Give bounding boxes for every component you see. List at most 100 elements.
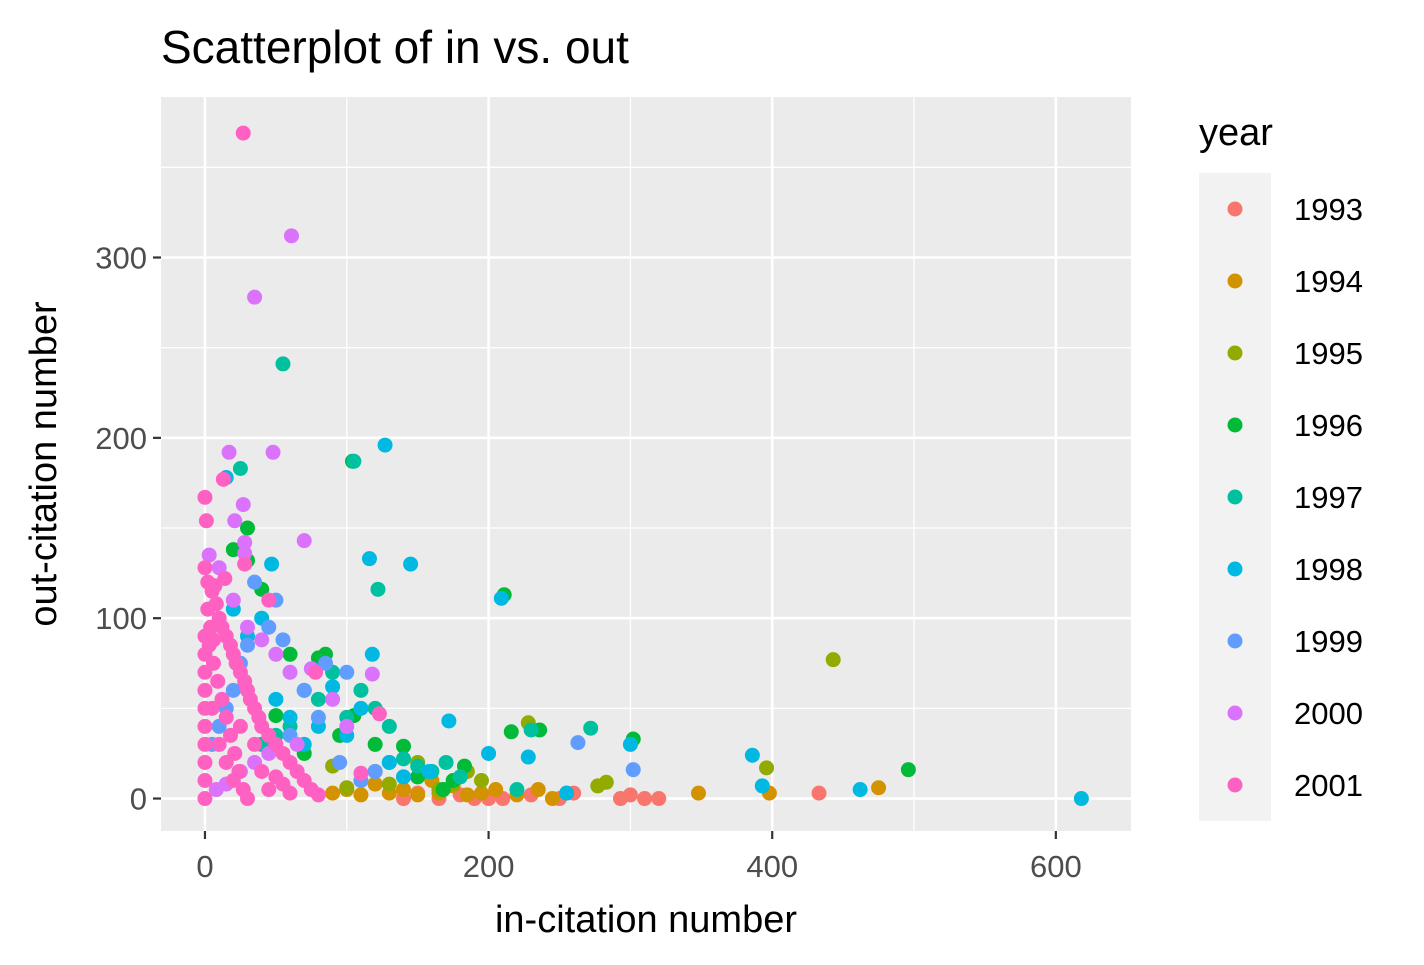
data-point (282, 646, 298, 662)
data-point (197, 682, 213, 698)
legend-label: 1996 (1294, 408, 1363, 443)
data-point (261, 782, 277, 798)
data-point (247, 289, 263, 305)
legend-key (1227, 705, 1243, 721)
data-point (367, 776, 383, 792)
data-point (559, 785, 575, 801)
data-point (509, 782, 525, 798)
legend-key (1227, 777, 1243, 793)
data-point (396, 782, 411, 798)
data-point (410, 769, 426, 785)
legend-key (1227, 417, 1243, 433)
data-point (759, 760, 775, 776)
data-point (381, 718, 397, 734)
data-point (225, 542, 241, 558)
data-point (612, 791, 628, 807)
data-point (198, 513, 214, 529)
data-point (381, 754, 397, 770)
legend-key (1227, 561, 1243, 577)
legend-label: 1993 (1294, 192, 1363, 227)
data-point (197, 754, 213, 770)
x-tick-label: 200 (463, 849, 515, 884)
data-point (367, 736, 383, 752)
data-point (339, 718, 355, 734)
data-point (410, 787, 426, 803)
data-point (396, 769, 411, 785)
y-tick-label: 100 (95, 601, 147, 636)
data-point (268, 708, 284, 724)
data-point (235, 497, 251, 513)
data-point (214, 691, 230, 707)
data-point (237, 534, 253, 550)
legend: year 1993 1994 1995 1996 1997 1998 1999 2000 200… (1199, 112, 1363, 821)
data-point (590, 778, 606, 794)
data-point (197, 736, 213, 752)
data-point (364, 646, 380, 662)
data-point (754, 778, 770, 794)
legend-items: 1993 1994 1995 1996 1997 1998 1999 2000 2001 (1227, 192, 1363, 803)
x-tick-label: 400 (746, 849, 798, 884)
data-point (218, 754, 234, 770)
data-point (523, 722, 539, 738)
data-point (900, 762, 916, 778)
data-point (403, 556, 419, 572)
x-tick-label: 0 (196, 849, 213, 884)
data-point (346, 453, 362, 469)
data-point (235, 125, 251, 141)
data-point (201, 547, 217, 563)
y-tick-label: 200 (95, 421, 147, 456)
data-point (261, 592, 277, 608)
data-point (332, 754, 348, 770)
data-point (264, 556, 280, 572)
data-point (421, 763, 437, 779)
data-point (232, 718, 248, 734)
data-point (232, 461, 248, 477)
data-point (205, 655, 221, 671)
data-point (215, 471, 231, 487)
data-point (473, 773, 489, 789)
data-point (583, 720, 599, 736)
legend-key (1227, 489, 1243, 505)
data-point (254, 763, 270, 779)
data-point (825, 652, 841, 668)
data-point (289, 736, 305, 752)
data-point (240, 619, 256, 635)
data-point (438, 754, 454, 770)
data-point (275, 356, 291, 372)
data-point (197, 560, 213, 576)
data-point (396, 738, 411, 754)
data-point (871, 780, 887, 796)
data-point (221, 444, 237, 460)
data-point (377, 437, 393, 453)
data-point (268, 646, 284, 662)
data-point (353, 682, 369, 698)
legend-label: 1997 (1294, 480, 1363, 515)
data-point (410, 758, 426, 774)
data-point (481, 745, 497, 761)
data-point (275, 632, 291, 648)
x-tick-label: 600 (1030, 849, 1082, 884)
data-point (637, 791, 653, 807)
data-point (364, 666, 380, 682)
data-point (296, 682, 312, 698)
data-point (811, 785, 827, 801)
data-point (282, 785, 298, 801)
data-point (690, 785, 706, 801)
legend-title: year (1199, 112, 1273, 154)
data-point (544, 791, 560, 807)
legend-key (1227, 345, 1243, 361)
data-point (237, 556, 253, 572)
data-point (435, 782, 451, 798)
data-point (204, 700, 220, 716)
data-point (222, 727, 238, 743)
data-point (240, 520, 256, 536)
data-point (473, 785, 489, 801)
legend-label: 2000 (1294, 696, 1363, 731)
data-point (353, 700, 369, 716)
data-point (852, 782, 868, 798)
data-point (261, 619, 277, 635)
legend-key (1227, 273, 1243, 289)
data-point (651, 791, 667, 807)
data-points (197, 125, 1089, 807)
